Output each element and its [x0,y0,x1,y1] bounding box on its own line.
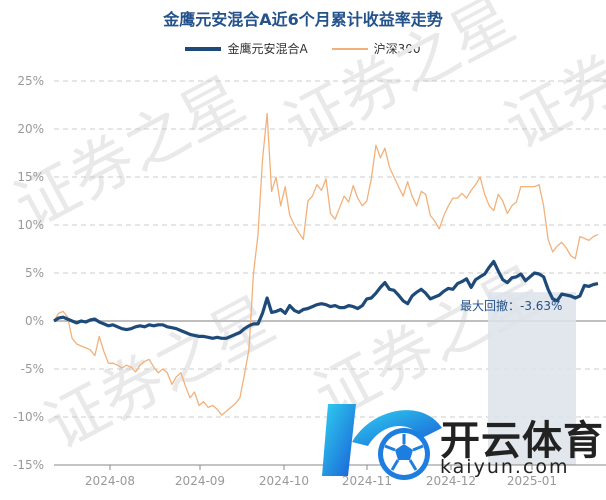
index-legend-swatch [331,47,368,50]
y-tick-label: -15% [13,458,44,472]
y-tick-label: 10% [17,218,44,232]
fund-line [53,259,599,340]
x-tick-label: 2025-01 [507,474,557,488]
legend: 金鹰元安混合A 沪深300 [0,40,606,57]
logo-text-en: kaiyun.com [440,456,570,478]
legend-item-fund[interactable]: 金鹰元安混合A [185,40,308,57]
series-lines [53,112,599,416]
y-tick-label: 25% [17,74,44,88]
y-tick-label: 20% [17,122,44,136]
fund-legend-label: 金鹰元安混合A [227,42,308,56]
y-tick-label: 5% [25,266,44,280]
y-tick-label: 15% [17,170,44,184]
y-tick-label: -5% [21,362,44,376]
watermark-text: 证券之星 [273,0,526,163]
watermark-text: 证券之星 [33,282,286,463]
x-tick-label: 2024-10 [259,474,309,488]
x-tick-label: 2024-12 [426,474,476,488]
y-tick-label: -10% [13,410,44,424]
chart-title: 金鹰元安混合A近6个月累计收益率走势 [163,10,443,29]
max-drawdown-label: 最大回撤：-3.63% [460,298,562,313]
drawdown-region [488,292,576,465]
index-legend-label: 沪深300 [373,42,421,56]
drawdown-shading [488,292,576,465]
x-tick-label: 2024-11 [342,474,392,488]
x-tick-label: 2024-08 [85,474,135,488]
legend-item-index[interactable]: 沪深300 [331,40,421,57]
logo-text-cn: 开云体育 [440,418,604,464]
y-tick-label: 0% [25,314,44,328]
x-tick-label: 2024-09 [175,474,225,488]
annotation: 最大回撤：-3.63% [460,298,562,313]
index-line [53,112,599,416]
k-soccer-ball-logo-icon [322,404,442,480]
fund-legend-swatch [185,46,222,51]
y-axis: 25% 20% 15% 10% 5% 0% -5% -10% -15% [13,74,44,472]
watermark-text: 证券之星 [3,62,256,243]
x-axis: 2024-08 2024-09 2024-10 2024-11 2024-12 2025-… [54,464,606,488]
